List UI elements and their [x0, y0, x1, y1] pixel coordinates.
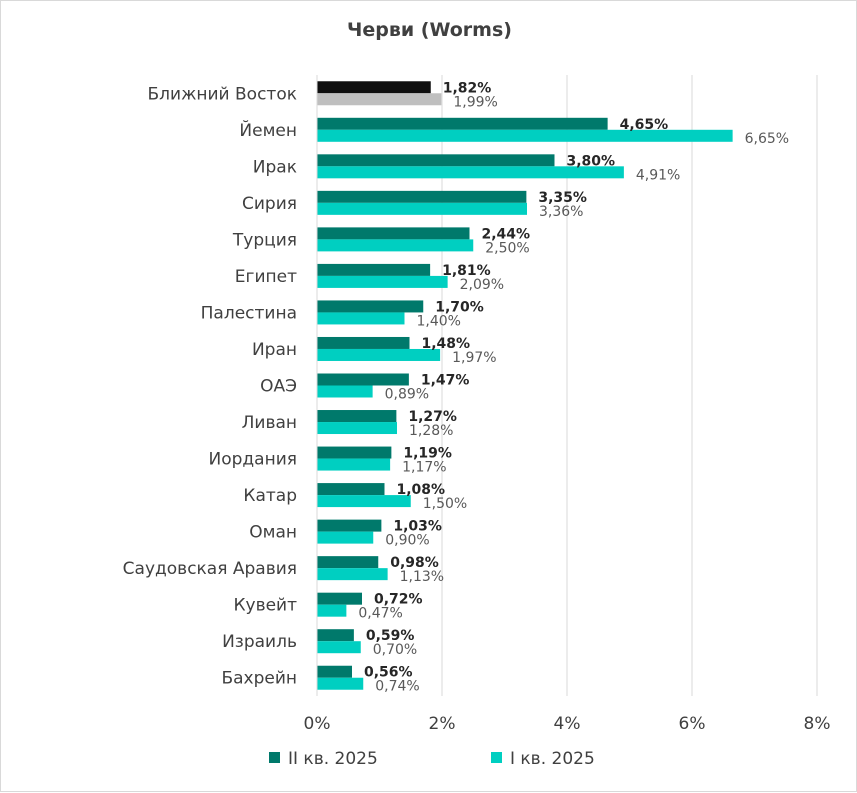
x-tick-label: 2%	[429, 714, 456, 734]
bar-previous	[317, 422, 397, 435]
data-label-previous: 3,36%	[539, 204, 583, 220]
bar-previous	[317, 129, 733, 142]
bar-previous	[317, 166, 624, 179]
category-label: Ближний Восток	[148, 84, 298, 104]
bar-previous	[317, 604, 347, 617]
bar-current	[317, 263, 431, 276]
data-label-current: 0,98%	[390, 555, 439, 571]
bar-current	[317, 629, 354, 642]
data-label-current: 1,48%	[422, 336, 471, 352]
bar-current	[317, 519, 382, 532]
bar-previous	[317, 275, 448, 288]
bar-current	[317, 446, 392, 459]
bar-current	[317, 190, 527, 203]
data-label-previous: 1,97%	[452, 350, 496, 366]
category-label: ОАЭ	[260, 377, 297, 397]
bar-current	[317, 483, 385, 496]
data-label-previous: 4,91%	[636, 167, 680, 183]
data-label-previous: 1,40%	[417, 313, 461, 329]
data-label-previous: 6,65%	[745, 131, 789, 147]
category-label: Иран	[252, 340, 297, 360]
bar-previous	[317, 495, 411, 508]
data-label-current: 2,44%	[482, 226, 531, 242]
data-label-current: 0,72%	[374, 592, 423, 608]
data-label-previous: 0,90%	[385, 533, 429, 549]
category-label: Палестина	[201, 303, 297, 323]
bar-previous	[317, 93, 442, 106]
category-label: Ирак	[253, 157, 297, 177]
data-label-current: 1,81%	[442, 263, 491, 279]
bar-previous	[317, 458, 391, 471]
bar-current	[317, 592, 362, 605]
bar-previous	[317, 239, 474, 252]
data-label-current: 1,08%	[397, 482, 446, 498]
data-label-current: 0,56%	[364, 665, 413, 681]
data-label-previous: 1,50%	[423, 496, 467, 512]
category-label: Турция	[232, 230, 297, 250]
data-label-current: 1,82%	[443, 80, 492, 96]
data-label-previous: 1,17%	[402, 460, 446, 476]
data-label-previous: 0,74%	[375, 679, 419, 695]
category-label: Ливан	[242, 413, 297, 433]
data-label-current: 3,35%	[538, 190, 587, 206]
category-label: Иордания	[209, 450, 297, 470]
data-label-previous: 1,13%	[400, 569, 444, 585]
category-label: Израиль	[222, 632, 297, 652]
data-label-previous: 2,50%	[485, 240, 529, 256]
category-label: Египет	[235, 267, 297, 287]
bar-previous	[317, 312, 405, 325]
data-label-current: 1,19%	[403, 446, 452, 462]
x-tick-label: 4%	[554, 714, 581, 734]
bar-current	[317, 300, 424, 313]
legend-label-previous: I кв. 2025	[510, 749, 595, 769]
bar-previous	[317, 385, 373, 398]
data-label-current: 1,03%	[393, 519, 442, 535]
category-label: Сирия	[242, 194, 297, 214]
category-label: Саудовская Аравия	[123, 559, 297, 579]
bar-current	[317, 410, 397, 423]
bar-previous	[317, 202, 527, 215]
bar-previous	[317, 641, 361, 654]
bar-previous	[317, 568, 388, 581]
data-label-previous: 0,70%	[373, 642, 417, 658]
data-label-current: 1,47%	[421, 373, 470, 389]
legend-label-current: II кв. 2025	[288, 749, 378, 769]
bar-previous	[317, 531, 374, 544]
data-label-previous: 2,09%	[460, 277, 504, 293]
data-label-current: 4,65%	[620, 117, 669, 133]
bar-previous	[317, 348, 441, 361]
bar-current	[317, 117, 608, 130]
bar-current	[317, 81, 431, 94]
category-label: Йемен	[239, 119, 297, 141]
bar-current	[317, 227, 470, 240]
bar-current	[317, 556, 379, 569]
chart-title: Черви (Worms)	[347, 19, 512, 41]
category-label: Оман	[249, 523, 297, 543]
bar-previous	[317, 677, 364, 690]
data-label-current: 3,80%	[567, 153, 616, 169]
data-label-previous: 1,28%	[409, 423, 453, 439]
legend-swatch-previous	[491, 752, 502, 763]
bar-current	[317, 373, 409, 386]
legend-swatch-current	[269, 752, 280, 763]
data-label-previous: 1,99%	[453, 94, 497, 110]
data-label-current: 0,59%	[366, 628, 415, 644]
category-label: Бахрейн	[221, 669, 297, 689]
data-label-current: 1,70%	[435, 299, 484, 315]
bar-current	[317, 336, 410, 349]
x-tick-label: 8%	[804, 714, 831, 734]
category-label: Катар	[243, 486, 297, 506]
x-tick-label: 6%	[679, 714, 706, 734]
data-label-previous: 0,47%	[358, 606, 402, 622]
bar-current	[317, 154, 555, 167]
x-tick-label: 0%	[304, 714, 331, 734]
category-label: Кувейт	[233, 596, 297, 616]
data-label-previous: 0,89%	[385, 387, 429, 403]
bar-current	[317, 665, 352, 678]
data-label-current: 1,27%	[408, 409, 457, 425]
